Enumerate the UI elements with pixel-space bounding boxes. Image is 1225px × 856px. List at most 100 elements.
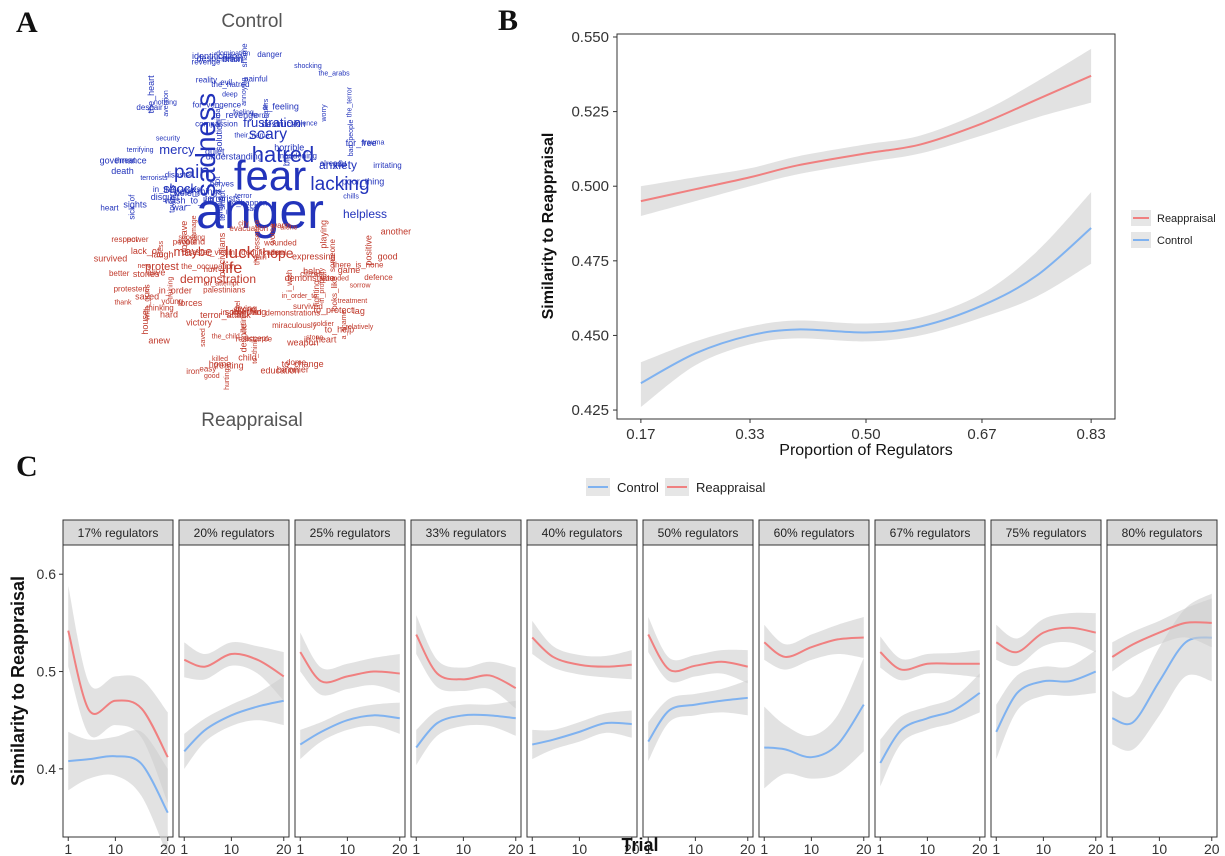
x-tick-label: 1	[992, 841, 1000, 856]
wordcloud-word: the_child	[212, 334, 240, 341]
wordcloud-word: good	[378, 251, 398, 261]
wordcloud-word: positive	[364, 235, 374, 266]
wordcloud-word: chills	[343, 194, 359, 201]
wordcloud-word: terrorists	[205, 194, 241, 204]
line-control	[299, 714, 400, 746]
wordcloud-word: hope	[262, 245, 293, 261]
wordcloud-word: another	[381, 227, 412, 237]
facet-strip-label: 25% regulators	[310, 526, 391, 540]
wordcloud-word: to_protect	[313, 305, 354, 315]
plot-b-y-axis-title: Similarity to Reappraisal	[540, 133, 557, 320]
wordcloud-word: a_lot	[213, 176, 222, 194]
facet-strip-label: 20% regulators	[194, 526, 275, 540]
wordcloud-word: hurting	[224, 368, 231, 390]
wordcloud-word: dead	[270, 250, 286, 257]
wordcloud-word: miraculously	[272, 321, 316, 330]
band-b-control	[640, 192, 1092, 408]
panel-letter-b: B	[498, 4, 518, 37]
panel-letter-c: C	[16, 450, 38, 483]
y-tick-label: 0.475	[571, 253, 609, 270]
y-tick-label: 0.450	[571, 327, 609, 344]
band-control	[300, 702, 400, 760]
facet-8: 67% regulators 1 10 20	[874, 519, 988, 856]
wordcloud-word: security	[156, 136, 181, 143]
wordcloud-word: shock	[163, 181, 197, 196]
wordcloud-word: shame	[240, 43, 249, 68]
wordcloud-word: death	[111, 166, 134, 176]
plot-b-y-ticks: 0.425 0.450 0.475 0.500 0.525 0.550	[571, 29, 617, 419]
wordcloud-word: anger	[196, 183, 324, 239]
wordcloud-word: hurt	[204, 265, 219, 274]
wordcloud-word: thinking	[146, 303, 174, 312]
wordcloud-word: helpless	[343, 207, 387, 221]
wordcloud-word: help	[303, 266, 320, 276]
y-tick-label: 0.4	[37, 761, 57, 777]
wordcloud-word: domination	[216, 50, 250, 57]
line-reappraisal	[183, 652, 285, 678]
wordcloud-word: relatively	[346, 324, 374, 331]
line-control	[647, 696, 748, 743]
wordcloud-word: easy	[199, 364, 216, 373]
x-tick-label: 10	[1152, 841, 1168, 856]
facet-plot-area	[526, 544, 638, 838]
line-control	[183, 699, 284, 753]
wordcloud-word: good	[204, 373, 220, 380]
wordcloud-word: an_attempt	[204, 281, 239, 288]
wordcloud-word: game	[338, 265, 361, 275]
plot-b-x-axis-title: Proportion of Regulators	[779, 442, 952, 459]
wordcloud-word: in_property	[319, 267, 326, 303]
facet-4: 33% regulators 1 10 20	[410, 519, 524, 856]
line-reappraisal	[415, 634, 517, 689]
wordcloud-word: compassion	[195, 119, 238, 128]
wordcloud-word: to_revenge	[213, 110, 258, 120]
wordcloud-word: solution	[214, 120, 224, 151]
wordcloud-word: to_change	[282, 359, 324, 369]
wordcloud-word: terrorists	[140, 175, 168, 182]
wordcloud-word: dome	[286, 358, 307, 367]
facet-strip-label: 33% regulators	[426, 526, 507, 540]
wordcloud-word: saved	[200, 328, 207, 347]
wordcloud-word: life	[222, 260, 243, 277]
x-tick-label: 20	[1204, 841, 1220, 856]
wordcloud-word: education	[261, 365, 300, 375]
wordcloud-word: god	[333, 160, 346, 169]
plot-c-y-ticks: 0.4 0.5 0.6	[37, 566, 63, 777]
facet-strip	[294, 519, 406, 546]
facet-9: 75% regulators 1 10 20	[990, 519, 1104, 856]
wordcloud-word: victory	[186, 318, 213, 328]
wordcloud-word: demonstrate	[285, 273, 335, 283]
wordcloud-word: horror	[251, 113, 270, 120]
wordcloud-word: disaster	[165, 171, 193, 180]
wordcloud-word: in_the_field	[221, 308, 262, 317]
wordcloud-word: in_their_eyes	[153, 185, 201, 194]
plot-c-x-axis-title: Trial	[621, 835, 658, 855]
facet-strip-label: 50% regulators	[658, 526, 739, 540]
wordcloud-word: despair	[136, 103, 163, 112]
x-tick-label: 20	[1088, 841, 1104, 856]
wordcloud-word: weapon	[286, 337, 319, 347]
wordcloud-word: despite	[238, 323, 248, 352]
line-control	[68, 755, 169, 814]
wordcloud-word: sick_of	[127, 194, 136, 220]
wordcloud-word: revenge	[192, 57, 221, 66]
y-tick-label: 0.6	[37, 566, 57, 582]
wordcloud-word: worry	[321, 104, 328, 123]
wordcloud-word: in_order_to	[282, 293, 318, 300]
wordcloud-word: haters	[263, 98, 270, 118]
y-tick-label: 0.500	[571, 178, 609, 195]
wordcloud-word: reality	[196, 76, 217, 85]
wordcloud-word: governance	[100, 156, 147, 166]
x-tick-label: 0.50	[851, 426, 880, 443]
wordcloud-word: lack_of	[131, 246, 160, 256]
y-tick-label: 0.425	[571, 402, 609, 419]
wordcloud-word: to_shoot	[218, 189, 227, 220]
line-reappraisal	[763, 636, 864, 658]
x-tick-label: 20	[276, 841, 292, 856]
x-tick-label: 10	[1036, 841, 1052, 856]
wordcloud-word: heart	[100, 203, 119, 212]
wordcloud-word: home	[209, 359, 232, 369]
x-tick-label: 20	[160, 841, 176, 856]
x-tick-label: 1	[876, 841, 884, 856]
band-control	[996, 650, 1096, 760]
